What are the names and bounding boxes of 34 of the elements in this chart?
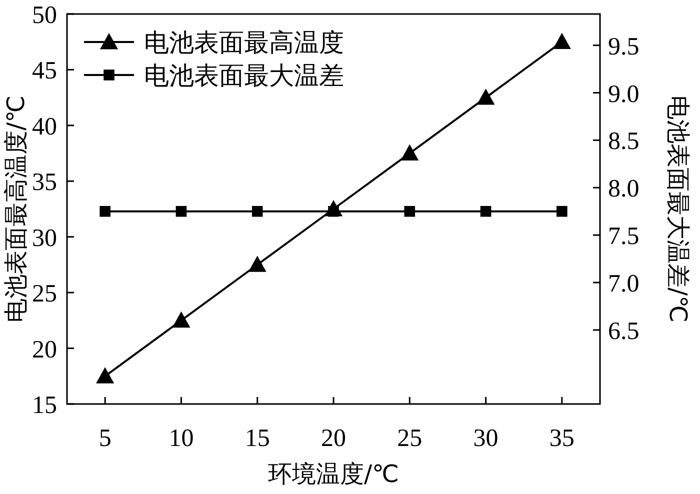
- y-tick-label: 40: [32, 113, 57, 140]
- x-tick-label: 25: [397, 425, 422, 452]
- y2-tick-label: 9.5: [608, 33, 640, 60]
- point: [324, 200, 342, 216]
- y2-tick-label: 8.5: [608, 128, 640, 156]
- y2-tick-label: 8.0: [608, 176, 640, 203]
- legend-label: 电池表面最高温度: [144, 28, 344, 57]
- point: [400, 144, 419, 160]
- x-tick-label: 30: [473, 425, 498, 452]
- y-tick-label: 20: [32, 336, 57, 364]
- y-tick-label: 30: [32, 224, 57, 252]
- y2-axis-title: 电池表面最大温差/℃: [664, 95, 692, 323]
- legend-label: 电池表面最大温差: [144, 61, 344, 90]
- y-tick-label: 35: [32, 169, 57, 196]
- point: [248, 256, 266, 272]
- x-tick-label: 35: [549, 425, 574, 452]
- x-tick-label: 10: [168, 425, 194, 452]
- x-axis-title: 环境温度/℃: [268, 460, 400, 488]
- x-tick-label: 15: [244, 425, 270, 452]
- y-tick-label: 25: [32, 280, 57, 308]
- y-axis-title: 电池表面最高温度/℃: [2, 95, 30, 323]
- y-tick-label: 15: [32, 392, 57, 419]
- y2-tick-label: 7.5: [608, 223, 640, 250]
- y2-tick-label: 7.0: [608, 270, 640, 298]
- point: [96, 367, 114, 384]
- y-tick-label: 45: [32, 58, 57, 85]
- x-tick-label: 5: [98, 425, 112, 452]
- y-tick-label: 50: [32, 2, 57, 29]
- point: [172, 311, 190, 328]
- point: [476, 88, 495, 105]
- point: [552, 32, 571, 50]
- x-tick-label: 20: [321, 425, 346, 452]
- y2-tick-label: 9.0: [608, 80, 640, 108]
- y2-tick-label: 6.5: [608, 318, 640, 345]
